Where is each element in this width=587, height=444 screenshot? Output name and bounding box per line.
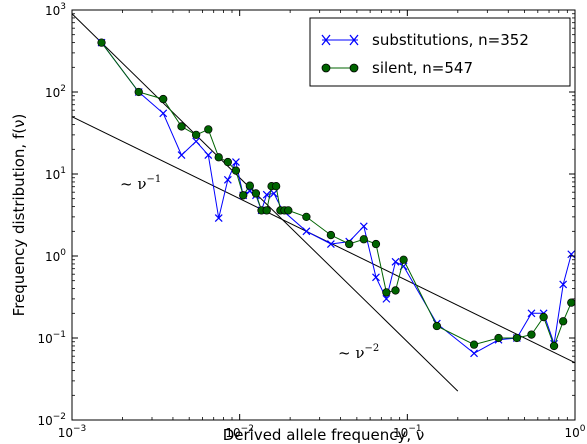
x-tick-label: 10−1	[393, 424, 422, 440]
legend-marker-dot-right	[349, 63, 359, 73]
legend-entry-silent: silent, n=547	[321, 59, 473, 77]
data-point-dot	[527, 330, 536, 339]
legend-marker-x-left	[321, 34, 331, 46]
data-point-dot	[251, 189, 261, 198]
data-point-x	[527, 309, 536, 318]
y-tick-label: 103	[45, 2, 66, 18]
data-point-dot	[371, 239, 381, 249]
data-point-x	[382, 294, 391, 303]
y-tick-label: 101	[45, 166, 66, 182]
legend-label-substitutions: substitutions, n=352	[372, 31, 529, 49]
x-tick-label: 100	[564, 424, 585, 440]
x-tick-label: 10−3	[58, 424, 87, 440]
annotations: ~ ν−1 ~ ν−2	[120, 174, 379, 362]
data-point-dot	[271, 182, 281, 191]
data-point-dot	[567, 298, 576, 307]
series-layer	[97, 38, 576, 358]
data-point-dot	[239, 191, 248, 200]
data-point-x	[214, 214, 223, 223]
legend: substitutions, n=352 silent, n=547	[309, 17, 571, 87]
y-tick-label: 100	[45, 248, 66, 264]
data-point-dot	[494, 333, 503, 343]
reference-line-2	[71, 13, 459, 392]
data-point-dot	[231, 166, 241, 175]
legend-box	[309, 17, 571, 87]
data-point-dot	[469, 340, 479, 349]
x-tick-label: 10−2	[225, 424, 254, 440]
legend-marker-x-right	[349, 34, 359, 46]
data-point-dot	[214, 153, 223, 162]
ref-line-label-1: ~ ν−1	[120, 174, 161, 193]
ref-line-label-2: ~ ν−2	[338, 343, 379, 362]
data-point-dot	[191, 130, 201, 140]
legend-marker-dot-left	[321, 63, 331, 73]
data-point-dot	[399, 255, 408, 264]
data-point-dot	[512, 333, 522, 343]
data-point-x	[269, 189, 278, 198]
data-point-dot	[549, 341, 559, 351]
data-point-x	[391, 257, 400, 266]
data-point-dot	[539, 312, 548, 322]
data-point-dot	[391, 286, 400, 295]
data-point-dot	[223, 157, 232, 167]
data-point-dot	[432, 321, 442, 331]
data-point-dot	[245, 181, 254, 190]
y-tick-label: 102	[45, 84, 66, 100]
data-point-x	[204, 151, 213, 160]
data-point-dot	[345, 239, 354, 249]
series-silent	[97, 38, 576, 351]
data-point-x	[372, 273, 380, 282]
data-point-x	[359, 222, 368, 231]
data-point-x	[559, 280, 568, 289]
data-point-dot	[177, 122, 186, 131]
data-point-x	[159, 109, 168, 118]
data-point-dot	[359, 235, 368, 244]
plot-frame	[71, 9, 576, 421]
data-point-dot	[326, 230, 336, 240]
y-axis-label: Frequency distribution, f(ν)	[10, 114, 28, 317]
data-point-x	[470, 349, 478, 358]
data-point-x	[232, 158, 240, 166]
data-point-dot	[302, 212, 311, 222]
y-tick-label: 10−2	[37, 412, 66, 428]
data-point-x	[192, 137, 201, 146]
x-axis-label: Derived allele frequency, ν	[223, 426, 425, 444]
legend-entry-substitutions: substitutions, n=352	[321, 31, 529, 49]
data-point-x	[302, 227, 311, 236]
data-point-x	[567, 250, 576, 259]
y-tick-label: 10−1	[37, 330, 66, 346]
data-point-dot	[97, 38, 106, 47]
data-point-dot	[559, 317, 568, 326]
data-point-x	[177, 151, 186, 160]
legend-label-silent: silent, n=547	[372, 59, 473, 77]
data-point-dot	[159, 94, 168, 104]
data-point-dot	[134, 87, 143, 97]
data-point-dot	[284, 206, 293, 215]
data-point-x	[223, 175, 232, 184]
data-point-x	[326, 240, 335, 248]
data-point-dot	[262, 206, 271, 215]
data-point-dot	[204, 125, 213, 134]
data-point-dot	[382, 288, 391, 297]
